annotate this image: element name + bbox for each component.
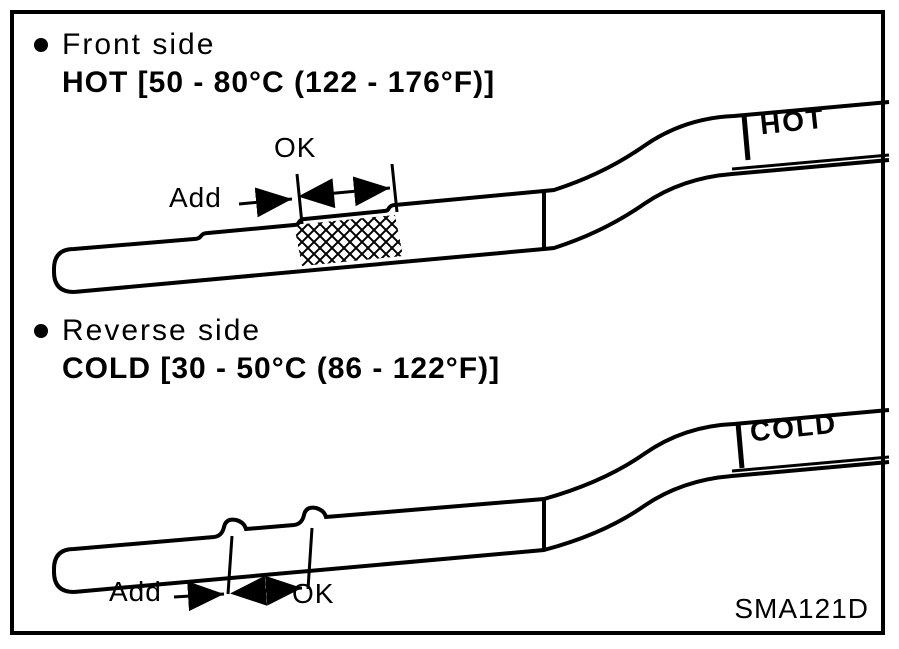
figure-frame: Front side HOT [50 - 80°C (122 - 176°F)] xyxy=(10,10,885,635)
reverse-ok-label: OK xyxy=(292,578,334,610)
front-ok-label: OK xyxy=(274,132,316,164)
reverse-add-label: Add xyxy=(109,576,162,608)
front-add-label: Add xyxy=(169,182,222,214)
front-dipstick xyxy=(14,14,889,334)
front-stick-text: HOT xyxy=(759,103,827,142)
figure-id: SMA121D xyxy=(734,593,869,625)
